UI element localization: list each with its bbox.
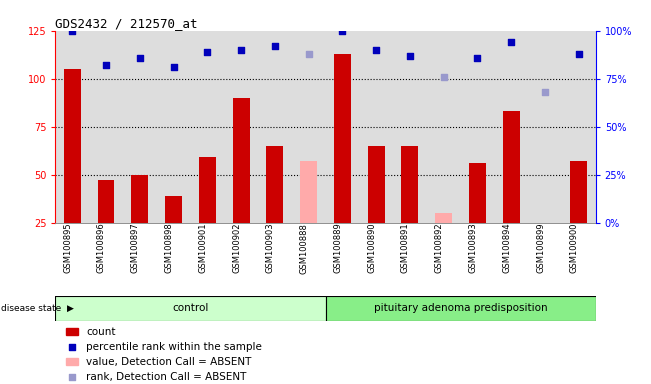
Bar bbox=[503, 111, 519, 223]
Point bbox=[236, 47, 246, 53]
Bar bbox=[300, 161, 317, 223]
Text: percentile rank within the sample: percentile rank within the sample bbox=[86, 342, 262, 352]
Text: GSM100895: GSM100895 bbox=[63, 223, 72, 273]
Text: GSM100902: GSM100902 bbox=[232, 223, 241, 273]
Text: control: control bbox=[173, 303, 208, 313]
Point bbox=[574, 51, 584, 57]
Text: GSM100900: GSM100900 bbox=[570, 223, 579, 273]
Bar bbox=[536, 223, 553, 225]
Bar bbox=[266, 146, 283, 223]
Bar bbox=[98, 180, 115, 223]
Point bbox=[439, 74, 449, 80]
Point bbox=[506, 39, 516, 45]
Bar bbox=[402, 146, 419, 223]
Point bbox=[169, 64, 179, 70]
Text: GSM100890: GSM100890 bbox=[367, 223, 376, 273]
Bar bbox=[469, 163, 486, 223]
Text: GSM100903: GSM100903 bbox=[266, 223, 275, 273]
Text: GSM100894: GSM100894 bbox=[502, 223, 511, 273]
Point bbox=[337, 28, 348, 34]
Bar bbox=[326, 296, 596, 321]
Point bbox=[135, 55, 145, 61]
Point bbox=[67, 344, 77, 350]
Bar bbox=[232, 98, 249, 223]
Bar bbox=[199, 157, 215, 223]
Text: pituitary adenoma predisposition: pituitary adenoma predisposition bbox=[374, 303, 547, 313]
Point bbox=[67, 374, 77, 380]
Bar bbox=[165, 196, 182, 223]
Text: GSM100893: GSM100893 bbox=[469, 223, 477, 273]
Text: GSM100892: GSM100892 bbox=[435, 223, 444, 273]
Text: GSM100888: GSM100888 bbox=[299, 223, 309, 273]
Text: disease state  ▶: disease state ▶ bbox=[1, 304, 74, 313]
Point bbox=[303, 51, 314, 57]
Bar bbox=[368, 146, 385, 223]
Text: count: count bbox=[86, 327, 116, 337]
Bar bbox=[66, 358, 78, 365]
Text: GSM100899: GSM100899 bbox=[536, 223, 545, 273]
Point bbox=[67, 28, 77, 34]
Bar bbox=[436, 213, 452, 223]
Point bbox=[405, 53, 415, 59]
Text: value, Detection Call = ABSENT: value, Detection Call = ABSENT bbox=[86, 357, 251, 367]
Bar bbox=[55, 296, 325, 321]
Text: GSM100896: GSM100896 bbox=[97, 223, 106, 273]
Point bbox=[101, 62, 111, 68]
Bar bbox=[66, 328, 78, 336]
Text: GDS2432 / 212570_at: GDS2432 / 212570_at bbox=[55, 17, 198, 30]
Point bbox=[202, 49, 212, 55]
Bar bbox=[570, 161, 587, 223]
Text: GSM100889: GSM100889 bbox=[333, 223, 342, 273]
Point bbox=[472, 55, 482, 61]
Text: GSM100891: GSM100891 bbox=[401, 223, 410, 273]
Point bbox=[270, 43, 280, 49]
Bar bbox=[334, 54, 351, 223]
Text: GSM100901: GSM100901 bbox=[199, 223, 207, 273]
Point bbox=[371, 47, 381, 53]
Point bbox=[540, 89, 550, 95]
Text: GSM100897: GSM100897 bbox=[131, 223, 140, 273]
Bar bbox=[64, 69, 81, 223]
Text: GSM100898: GSM100898 bbox=[165, 223, 174, 273]
Bar bbox=[132, 175, 148, 223]
Text: rank, Detection Call = ABSENT: rank, Detection Call = ABSENT bbox=[86, 372, 247, 382]
